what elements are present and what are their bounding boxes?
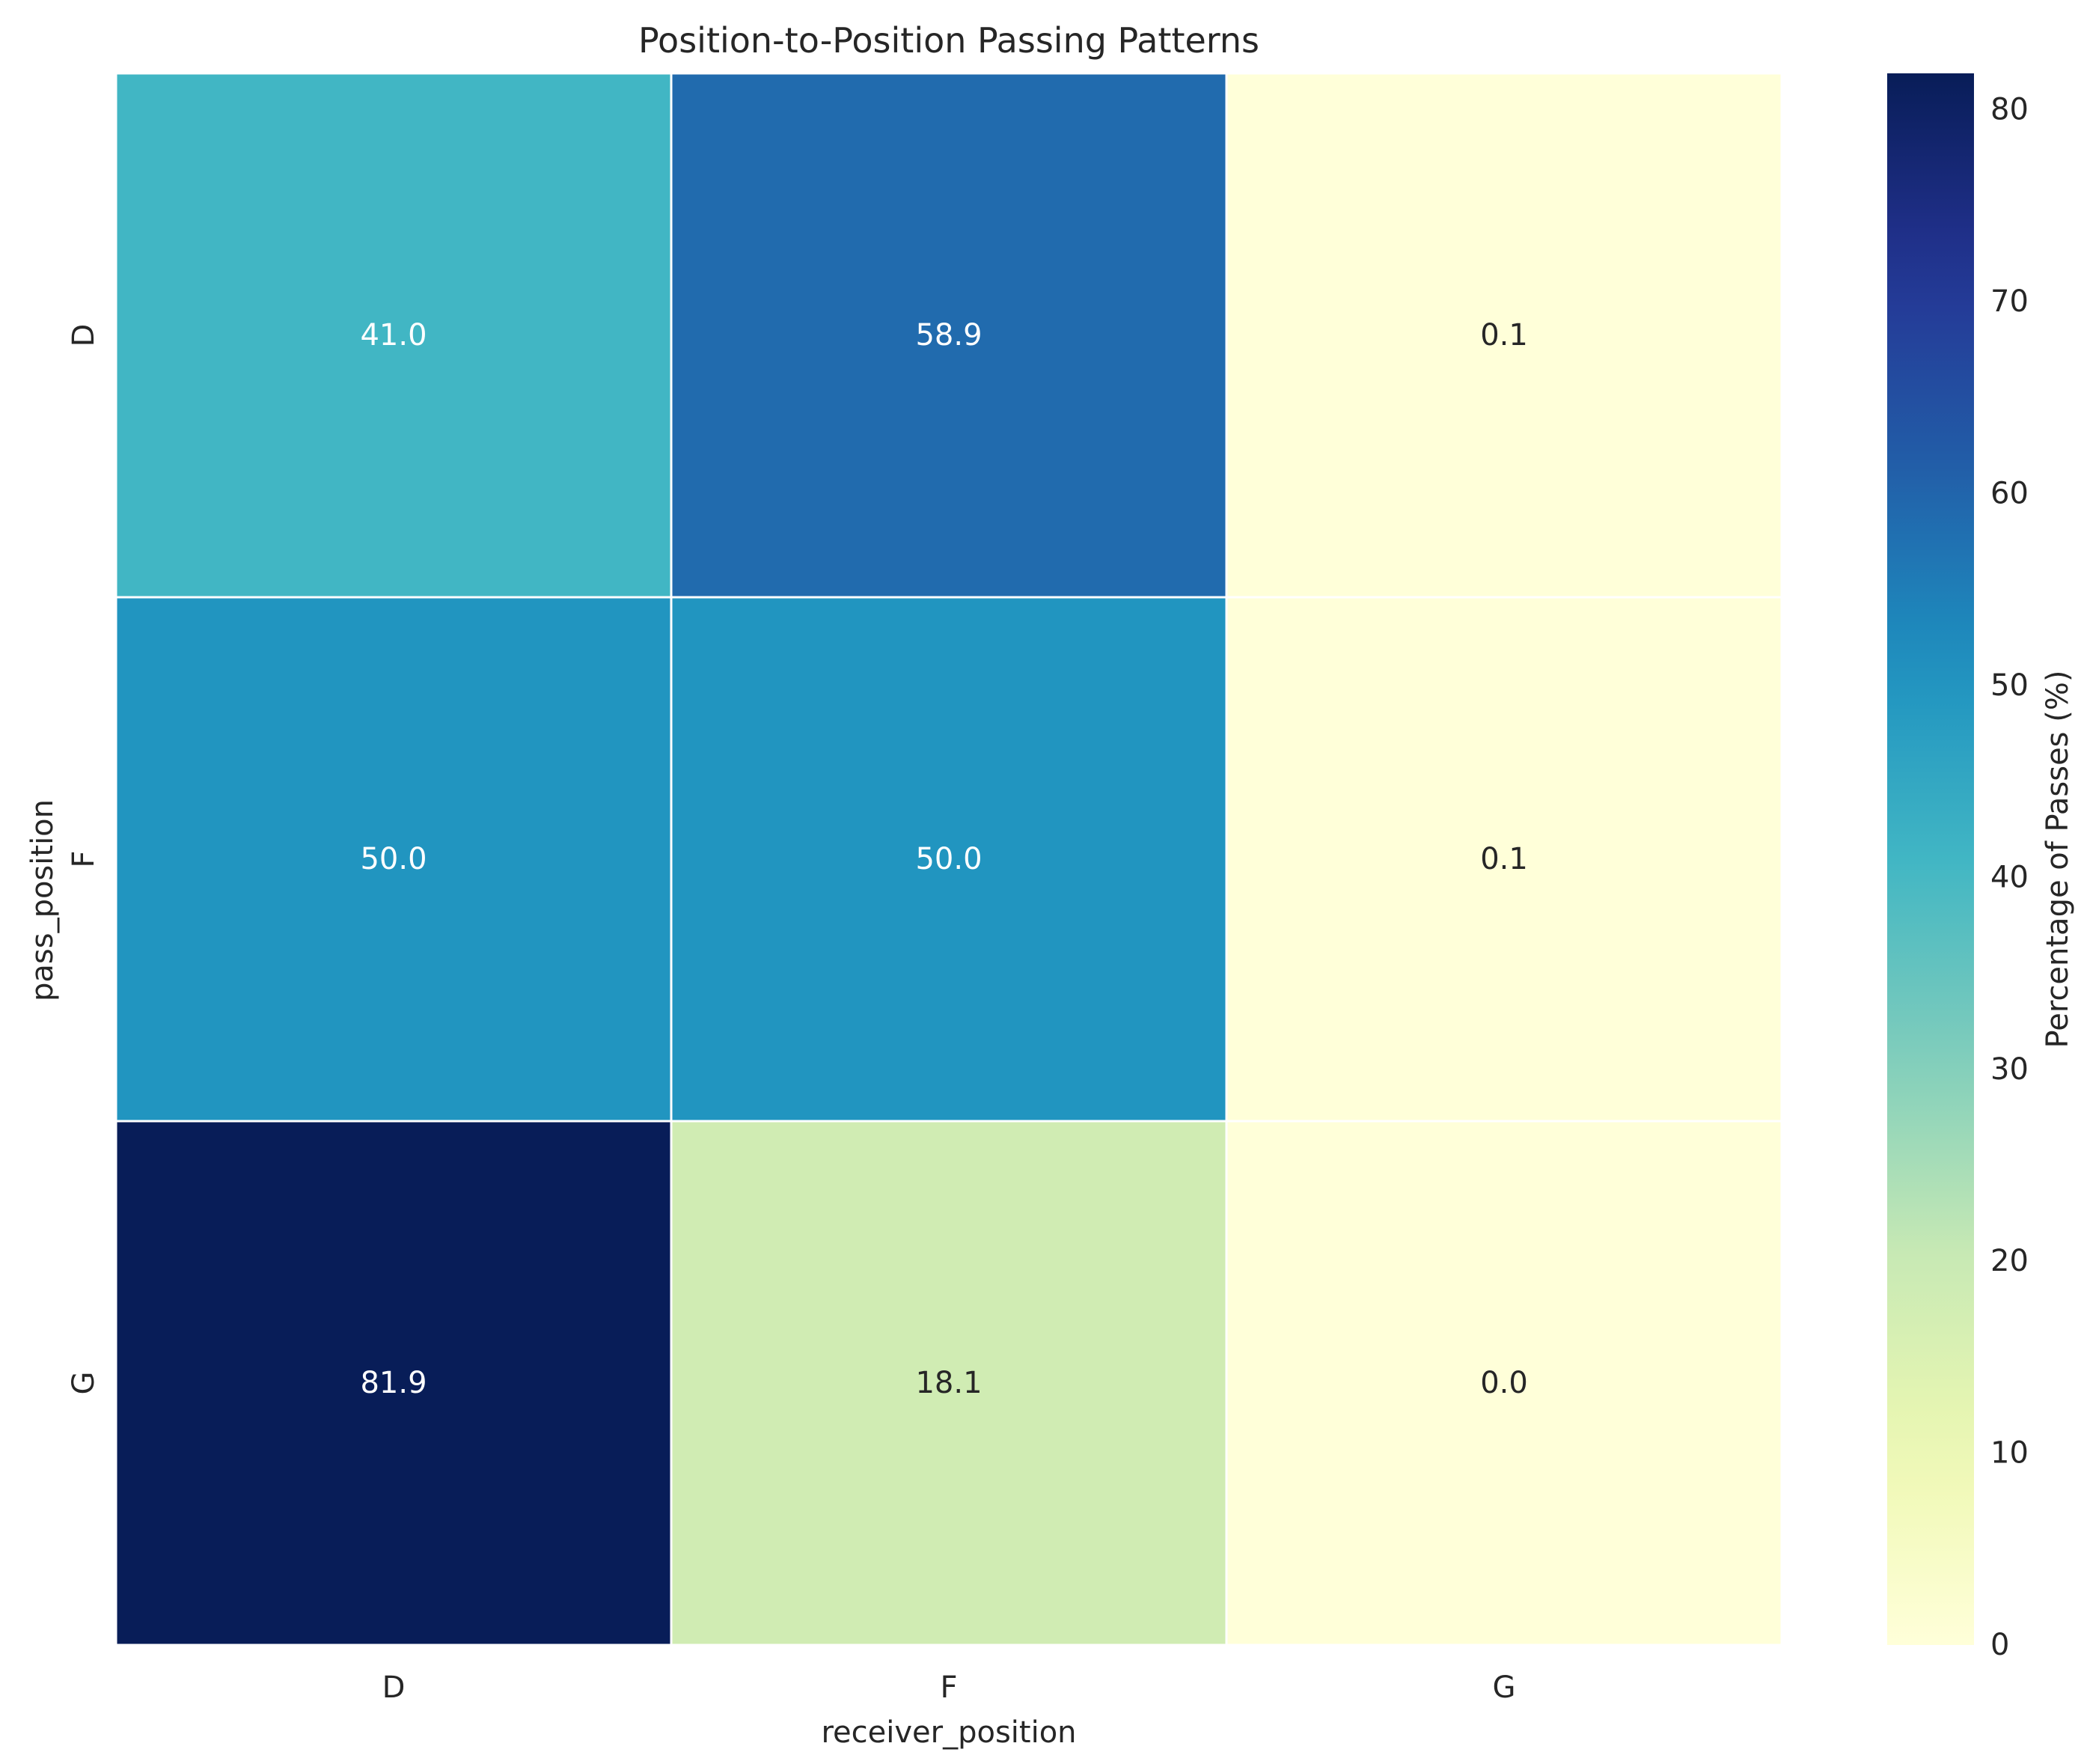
x-tick-label: G (1493, 1670, 1516, 1705)
cell-value-label: 0.1 (1480, 842, 1528, 876)
heatmap-cell (670, 72, 1228, 599)
colorbar-tick-label: 10 (1990, 1436, 2029, 1471)
x-tick-label: F (940, 1670, 957, 1705)
y-tick-label: D (67, 324, 101, 347)
colorbar-tick-label: 0 (1990, 1628, 2009, 1662)
colorbar-tick-label: 60 (1990, 477, 2029, 511)
cell-value-label: 18.1 (915, 1366, 982, 1400)
cell-value-label: 0.1 (1480, 318, 1528, 353)
colorbar-label: Percentage of Passes (%) (2041, 671, 2075, 1049)
cell-value-label: 58.9 (915, 318, 982, 353)
cell-value-label: 50.0 (360, 842, 427, 876)
cell-value-label: 41.0 (360, 318, 427, 353)
colorbar-gradient (1887, 73, 1974, 1645)
y-axis-label: pass_position (25, 799, 60, 1001)
colorbar: 0 10 20 30 40 50 60 70 80 Percentage of Passes (… (1887, 73, 2075, 1662)
colorbar-tick-label: 50 (1990, 668, 2029, 703)
cell-value-label: 50.0 (915, 842, 982, 876)
cell-value-label: 81.9 (360, 1366, 427, 1400)
heatmap-cell (1225, 72, 1783, 599)
heatmap-cell (670, 596, 1228, 1123)
heatmap-cell (114, 1120, 673, 1646)
heatmap-cell (114, 72, 673, 599)
colorbar-tick-label: 40 (1990, 860, 2029, 894)
heatmap-cell (114, 596, 673, 1123)
heatmap-cell (1225, 1120, 1783, 1646)
colorbar-tick-label: 30 (1990, 1052, 2029, 1087)
colorbar-tick-label: 70 (1990, 284, 2029, 319)
colorbar-tick-label: 20 (1990, 1244, 2029, 1278)
colorbar-ticks: 0 10 20 30 40 50 60 70 80 (1990, 93, 2029, 1662)
heatmap-cell (1225, 596, 1783, 1123)
y-tick-label: F (67, 850, 101, 867)
heatmap-cell (670, 1120, 1228, 1646)
chart-title: Position-to-Position Passing Patterns (638, 20, 1259, 61)
y-tick-labels: D F G (67, 324, 101, 1395)
x-axis-label: receiver_position (821, 1715, 1076, 1750)
y-tick-label: G (67, 1372, 101, 1395)
cell-value-label: 0.0 (1480, 1366, 1528, 1400)
x-tick-label: D (382, 1670, 406, 1705)
heatmap-cells: 41.0 58.9 0.1 50.0 50.0 0.1 81.9 18.1 0.0 (114, 72, 1783, 1646)
colorbar-tick-label: 80 (1990, 93, 2029, 127)
